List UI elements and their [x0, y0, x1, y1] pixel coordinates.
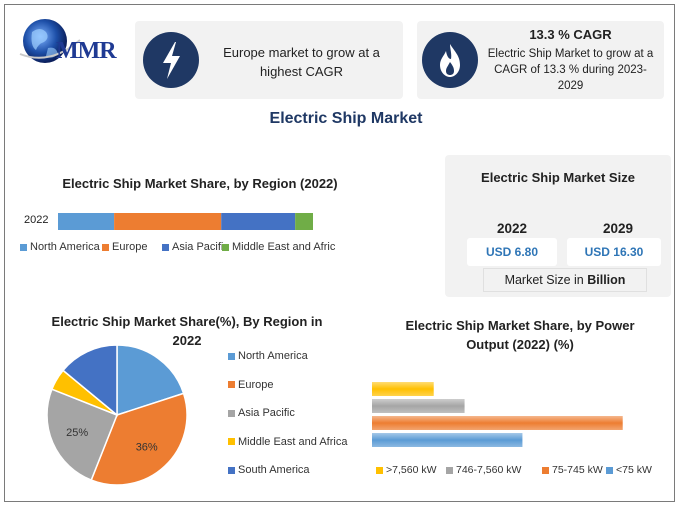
power-bar-title: Electric Ship Market Share, by Power Out… [405, 318, 635, 352]
cagr-text: Electric Ship Market to grow at a CAGR o… [487, 48, 654, 92]
power-output-bar-chart [372, 382, 623, 447]
legend-swatch [102, 243, 109, 251]
region-bar-legend: North America Europe Asia Pacific Middle Ea… [20, 241, 350, 257]
cagr-title: 13.3 % CAGR [529, 27, 612, 42]
market-size-value-2022: USD 6.80 [467, 238, 557, 266]
legend-swatch [228, 438, 235, 446]
market-size-unit-bold: Billion [587, 273, 626, 287]
legend-swatch [228, 352, 235, 360]
region-bar-segment-middle-east-and-afric [295, 213, 313, 230]
market-size-unit-prefix: Market Size in [504, 273, 588, 287]
market-size-panel: Electric Ship Market Size 2022 2029 USD … [445, 155, 671, 297]
region-stacked-bar [58, 213, 313, 230]
legend-label: <75 kW [616, 464, 652, 476]
flame-icon [422, 32, 478, 88]
power-legend-item-746-7-560-kw: 746-7,560 kW [446, 464, 521, 476]
power-legend-item-7-560-kw: >7,560 kW [376, 464, 437, 476]
legend-swatch [20, 243, 27, 251]
region-bar-segment-north-america [58, 213, 115, 230]
legend-swatch [162, 243, 169, 251]
power-bar-75-745-kw [372, 416, 623, 430]
region-bar-title: Electric Ship Market Share, by Region (2… [62, 176, 338, 191]
power-legend-item-75-kw: <75 kW [606, 464, 652, 476]
power-legend-item-75-745-kw: 75-745 kW [542, 464, 603, 476]
legend-label: Europe [238, 378, 274, 391]
region-legend-item-europe: Europe [102, 241, 147, 253]
globe-icon [19, 19, 81, 63]
pie-legend-item-south-america: South America [228, 464, 310, 476]
market-size-year-2022: 2022 [496, 221, 528, 236]
region-legend-item-asia-pacific: Asia Pacific [162, 241, 229, 253]
legend-label: Middle East and Afric [232, 241, 336, 253]
pie-legend-item-north-america: North America [228, 350, 308, 362]
power-bar-legend: >7,560 kW 746-7,560 kW 75-745 kW <75 kW [372, 464, 662, 480]
legend-label: Europe [112, 241, 148, 253]
pie-slice-north-america [116, 344, 185, 417]
power-bar-75-kw [372, 433, 523, 447]
region-pie-chart: 36% 25% [46, 344, 188, 486]
legend-swatch [228, 381, 235, 389]
card-cagr: 13.3 % CAGR Electric Ship Market to grow… [417, 21, 664, 99]
region-legend-item-north-america: North America [20, 241, 100, 253]
pie-data-label-asia-pacific: 25% [66, 427, 88, 439]
region-legend-item-middle-east-and-afric: Middle East and Afric [222, 241, 335, 253]
legend-label: >7,560 kW [386, 464, 437, 476]
legend-swatch [542, 466, 549, 474]
legend-label: 75-745 kW [552, 464, 603, 476]
legend-swatch [376, 466, 383, 474]
pie-data-label-europe: 36% [136, 442, 158, 454]
logo-text: MMR [56, 38, 117, 64]
card-europe-text: Europe market to grow at a highest CAGR [223, 45, 380, 79]
power-bar-746-7-560-kw [372, 399, 465, 413]
market-size-year-2029: 2029 [602, 221, 634, 236]
pie-legend-item-middle-east-and-africa: Middle East and Africa [228, 436, 347, 448]
main-title: Electric Ship Market [269, 110, 423, 127]
infographic-frame [4, 4, 675, 502]
lightning-icon [143, 32, 199, 88]
pie-legend-item-europe: Europe [228, 379, 273, 391]
market-size-unit: Market Size in Billion [483, 268, 647, 292]
legend-label: North America [30, 241, 100, 253]
card-europe-cagr: Europe market to grow at a highest CAGR [135, 21, 403, 99]
legend-label: 746-7,560 kW [456, 464, 522, 476]
pie-title: Electric Ship Market Share(%), By Region… [51, 314, 323, 348]
pie-legend: North America Europe Asia Pacific Middle Ea… [228, 350, 368, 480]
pie-slice-europe [90, 392, 188, 486]
power-bar-7-560-kw [372, 382, 434, 396]
legend-label: North America [238, 350, 308, 362]
legend-label: Asia Pacific [172, 241, 229, 253]
legend-swatch [606, 466, 613, 474]
legend-label: South America [238, 464, 310, 476]
legend-swatch [446, 466, 453, 474]
region-bar-segment-asia-pacific [221, 213, 296, 230]
region-bar-segment-europe [114, 213, 222, 230]
legend-label: Middle East and Africa [238, 435, 348, 448]
legend-swatch [228, 409, 235, 417]
pie-slice-asia-pacific [46, 388, 118, 482]
legend-label: Asia Pacific [238, 407, 295, 419]
market-size-title: Electric Ship Market Size [481, 170, 635, 185]
pie-legend-item-asia-pacific: Asia Pacific [228, 407, 295, 419]
pie-slice-south-america [62, 344, 118, 417]
region-bar-category: 2022 [24, 214, 49, 226]
market-size-value-2029: USD 16.30 [567, 238, 661, 266]
legend-swatch [228, 466, 235, 474]
legend-swatch [222, 243, 229, 251]
logo: MMR [12, 14, 132, 74]
